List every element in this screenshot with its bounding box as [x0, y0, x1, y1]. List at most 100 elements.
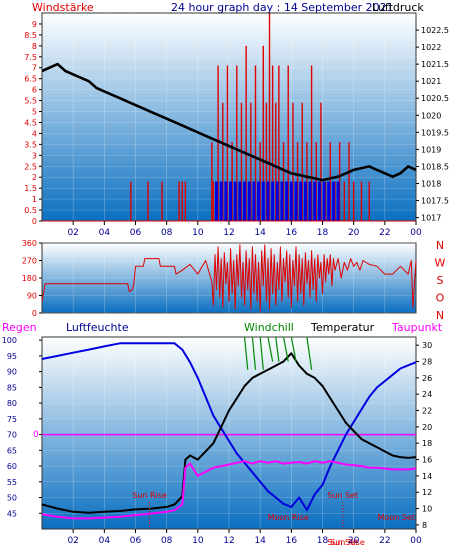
humidity-tick-label: 75: [7, 415, 17, 424]
temperature-right-ticks: 8 10 12 14 16 18 20 22 24 26 28 30: [416, 341, 432, 530]
pressure-tick-label: 1019: [421, 145, 441, 154]
wind-x-label: 00: [410, 228, 422, 238]
temperature-tick-label: 18: [422, 439, 432, 448]
wind-tick-label: 2.5: [24, 162, 37, 171]
temperature-tick-label: 20: [422, 423, 432, 432]
wind-bar: [247, 181, 251, 221]
wind-bars: [42, 13, 416, 222]
temp-x-label: 04: [99, 536, 111, 546]
humidity-tick-label: 85: [7, 383, 17, 392]
wind-bar: [229, 181, 233, 221]
direction-series: [41, 244, 417, 312]
wind-bar: [224, 181, 228, 221]
pressure-series: [41, 62, 417, 182]
windchill-spike: [282, 336, 289, 362]
rain-zero-label: 0: [33, 430, 39, 440]
wind-bar: [233, 181, 237, 221]
pressure-tick-label: 1017.5: [421, 197, 449, 206]
temp-x-label: 06: [130, 536, 142, 546]
wind-tick-label: 7.5: [24, 53, 37, 62]
pressure-right-ticks: 1017 1017.5 1018 1018.5 1019 1019.5 1020 1020.5…: [416, 26, 449, 223]
wind-x-label: 08: [161, 228, 173, 238]
legend-taupunkt: Taupunkt: [391, 321, 443, 334]
temperatur-series: [41, 352, 417, 514]
astro-label: Sun Set: [327, 538, 358, 547]
windchill-spike: [275, 336, 280, 362]
humidity-tick-label: 65: [7, 446, 17, 455]
pressure-tick-label: 1019.5: [421, 128, 449, 137]
humidity-left-ticks: 45 50 55 60 65 70 75 80 85 90 95 100: [2, 336, 42, 518]
taupunkt-series: [41, 460, 417, 520]
wind-bar: [271, 181, 275, 221]
astro-label: Sun Rise: [132, 491, 167, 500]
wind-tick-label: 1.5: [24, 184, 37, 193]
temperature-tick-label: 14: [422, 472, 432, 481]
humidity-tick-label: 45: [7, 509, 17, 518]
wind-bar: [215, 181, 219, 221]
temperature-tick-label: 16: [422, 456, 432, 465]
astro-label: Moon Set: [378, 513, 415, 522]
astro-label: Moon Rise: [268, 513, 309, 522]
panel-temperature-x-ticks: 02 04 06 08 10 12 14 16 18 20 22 00: [67, 529, 422, 546]
pressure-tick-label: 1021: [421, 77, 441, 86]
pressure-tick-label: 1020: [421, 111, 441, 120]
wind-title: Windstärke: [32, 1, 94, 14]
wind-bar: [308, 181, 312, 221]
windchill-spike: [267, 336, 274, 362]
wind-tick-label: 6.5: [24, 75, 37, 84]
panel-temperature-bg: [41, 336, 417, 530]
temperature-tick-label: 30: [422, 341, 432, 350]
windchill-spike: [251, 336, 257, 370]
humidity-tick-label: 100: [2, 336, 17, 345]
temperature-tick-label: 28: [422, 358, 432, 367]
wind-tick-label: 0.5: [24, 206, 37, 215]
wind-x-label: 06: [130, 228, 142, 238]
wind-bar: [313, 181, 317, 221]
temp-x-label: 18: [317, 536, 329, 546]
wind-x-label: 18: [317, 228, 329, 238]
humidity-tick-label: 80: [7, 399, 17, 408]
wind-bar: [299, 181, 303, 221]
luftfeuchte-series: [41, 342, 417, 512]
wind-bar: [280, 181, 284, 221]
temp-x-label: 12: [223, 536, 234, 546]
pressure-title: Luftdruck: [372, 1, 424, 14]
pressure-tick-label: 1022: [421, 43, 441, 52]
temperature-lines: [41, 336, 417, 520]
compass-letter: N: [436, 239, 444, 252]
wind-x-label: 20: [348, 228, 360, 238]
legend-regen: Regen: [2, 321, 37, 334]
windchill-spike: [259, 336, 264, 370]
temperature-tick-label: 22: [422, 407, 432, 416]
humidity-tick-label: 50: [7, 494, 17, 503]
wind-bar: [261, 181, 265, 221]
compass-letter: W: [435, 257, 446, 270]
direction-tick-label: 180: [22, 274, 37, 283]
wind-x-label: 12: [223, 228, 234, 238]
compass-letter: O: [436, 292, 445, 305]
pressure-tick-label: 1022.5: [421, 26, 449, 35]
direction-tick-label: 90: [27, 292, 37, 301]
temp-x-label: 08: [161, 536, 173, 546]
wind-left-ticks: 0 0.5 1 1.5 2 2.5 3 3.5 4 4.55 5.5 6 6.5 7 7.5 8 8.5 9: [24, 20, 42, 226]
temperature-tick-label: 12: [422, 488, 432, 497]
wind-tick-label: 8: [32, 42, 37, 51]
wind-x-label: 14: [254, 228, 266, 238]
temperature-tick-label: 24: [422, 390, 432, 399]
windchill-spike: [290, 336, 297, 362]
wind-bar: [289, 181, 293, 221]
temperature-tick-label: 8: [422, 521, 427, 530]
legend-windchill: Windchill: [244, 321, 294, 334]
wind-bar: [327, 181, 331, 221]
humidity-tick-label: 70: [7, 431, 17, 440]
wind-tick-label: 4: [32, 129, 37, 138]
wind-bar: [266, 181, 270, 221]
wind-tick-label: 6: [32, 86, 37, 95]
wind-tick-label: 8.5: [24, 31, 37, 40]
windchill-spike: [243, 336, 249, 370]
wind-bar: [257, 181, 261, 221]
humidity-tick-label: 95: [7, 352, 17, 361]
humidity-tick-label: 90: [7, 368, 17, 377]
temp-x-label: 16: [286, 536, 298, 546]
